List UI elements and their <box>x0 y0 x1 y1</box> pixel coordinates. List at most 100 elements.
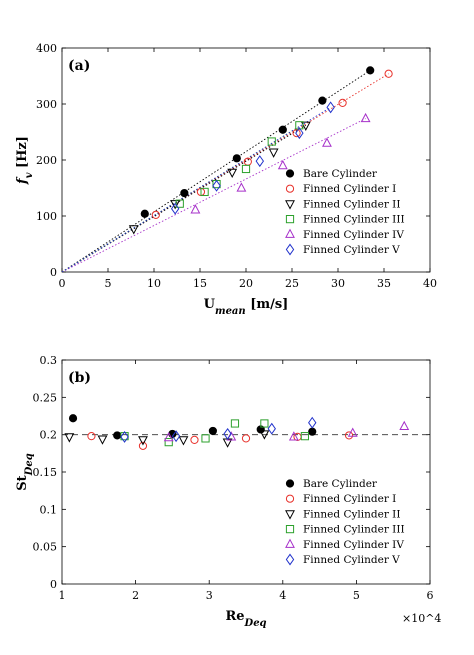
data-point <box>138 436 148 446</box>
data-point <box>190 435 199 444</box>
data-point <box>164 438 173 447</box>
x-tick-label: 6 <box>427 589 434 602</box>
legend-label: Finned Cylinder III <box>303 524 405 536</box>
x-tick-label: 35 <box>377 277 391 290</box>
data-point <box>175 199 184 208</box>
data-point <box>236 182 247 192</box>
data-point <box>140 209 149 218</box>
data-point <box>230 419 240 428</box>
y-axis-label: fv [Hz] <box>15 136 35 185</box>
x-tick-label: 0 <box>59 277 66 290</box>
y-tick-label: 300 <box>36 98 57 111</box>
data-point <box>227 168 238 178</box>
legend-marker <box>285 200 295 210</box>
data-point <box>201 434 210 443</box>
data-point <box>170 202 180 215</box>
legend-marker <box>285 538 295 548</box>
legend-label: Finned Cylinder V <box>303 554 400 566</box>
y-axis-label: StDeq <box>15 453 35 490</box>
legend-marker <box>285 228 295 238</box>
y-tick-label: 0.1 <box>40 503 58 516</box>
data-point <box>347 427 358 437</box>
data-point <box>277 159 288 170</box>
legend-label: Finned Cylinder III <box>303 214 405 226</box>
legend-marker <box>285 184 295 193</box>
y-tick-label: 100 <box>36 210 57 223</box>
y-tick-label: 0 <box>50 578 57 591</box>
legend-marker <box>285 525 295 534</box>
legend-label: Finned Cylinder I <box>303 183 396 195</box>
legend-label: Finned Cylinder IV <box>303 539 404 551</box>
data-point <box>308 416 317 429</box>
data-point <box>68 414 78 423</box>
data-point <box>113 431 122 440</box>
y-tick-label: 0.15 <box>33 466 58 479</box>
y-tick-label: 0.2 <box>40 429 58 442</box>
x-axis-label: ReDeq <box>225 609 266 629</box>
data-point <box>208 426 217 436</box>
data-point <box>292 129 301 138</box>
data-point <box>138 441 148 450</box>
data-point <box>300 121 311 131</box>
data-point <box>344 431 354 440</box>
data-point <box>190 204 201 214</box>
data-point <box>322 137 332 147</box>
x-tick-label: 5 <box>353 589 360 602</box>
y-tick-label: 0 <box>50 266 57 279</box>
data-point <box>128 225 139 235</box>
data-point <box>180 188 189 198</box>
data-point <box>295 127 304 140</box>
data-point <box>267 137 276 146</box>
data-point <box>338 98 347 107</box>
x-tick-label: 2 <box>132 589 139 602</box>
data-point <box>326 101 335 114</box>
x-tick-label: 40 <box>423 277 437 290</box>
data-point <box>267 422 276 435</box>
x-tick-label: 3 <box>206 589 213 602</box>
data-point <box>171 430 181 443</box>
data-point <box>212 179 221 192</box>
data-point <box>151 210 160 219</box>
data-point <box>366 66 375 75</box>
x-tick-label: 20 <box>239 277 253 290</box>
legend-marker <box>285 215 295 224</box>
data-point <box>318 96 327 105</box>
legend-marker <box>285 553 295 566</box>
data-point <box>259 430 270 440</box>
x-tick-label: 5 <box>105 277 112 290</box>
legend-label: Finned Cylinder I <box>303 493 396 505</box>
data-point <box>241 434 251 443</box>
x-tick-label: 1 <box>59 589 66 602</box>
y-tick-label: 400 <box>36 42 57 55</box>
x-multiplier: ×10^4 <box>402 612 441 625</box>
fit-line <box>62 118 366 272</box>
legend-label: Finned Cylinder IV <box>303 229 404 241</box>
data-point <box>300 432 309 441</box>
data-point <box>241 164 251 174</box>
data-point <box>200 187 209 197</box>
data-point <box>268 148 279 158</box>
legend-label: Bare Cylinder <box>303 168 378 180</box>
x-tick-label: 15 <box>193 277 207 290</box>
data-point <box>384 69 393 78</box>
data-point <box>288 431 299 441</box>
x-tick-label: 25 <box>285 277 299 290</box>
data-point <box>163 431 174 442</box>
data-point <box>120 430 129 443</box>
data-point <box>399 420 410 431</box>
legend-label: Finned Cylinder II <box>303 198 400 210</box>
data-point <box>64 433 75 443</box>
x-axis-label: Umean [m/s] <box>204 297 289 317</box>
y-tick-label: 0.25 <box>33 391 58 404</box>
data-point <box>97 435 108 445</box>
data-point <box>360 112 371 123</box>
y-tick-label: 0.05 <box>33 541 58 554</box>
data-point <box>278 125 287 134</box>
legend-marker <box>285 169 295 178</box>
data-point <box>178 436 189 446</box>
panel-label: (b) <box>68 370 91 386</box>
legend-label: Finned Cylinder V <box>303 244 400 256</box>
legend-marker <box>285 494 295 503</box>
